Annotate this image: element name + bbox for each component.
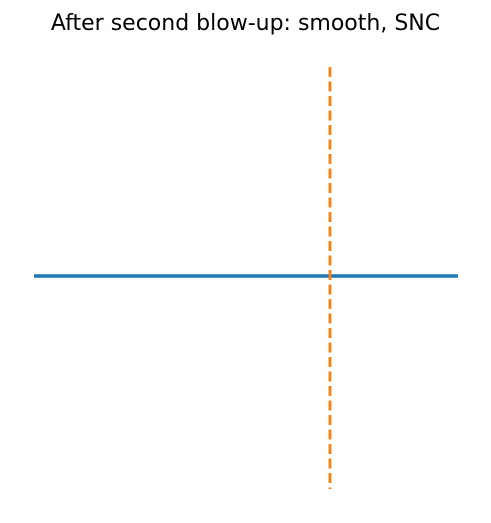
figure-title: After second blow-up: smooth, SNC (50, 11, 441, 36)
